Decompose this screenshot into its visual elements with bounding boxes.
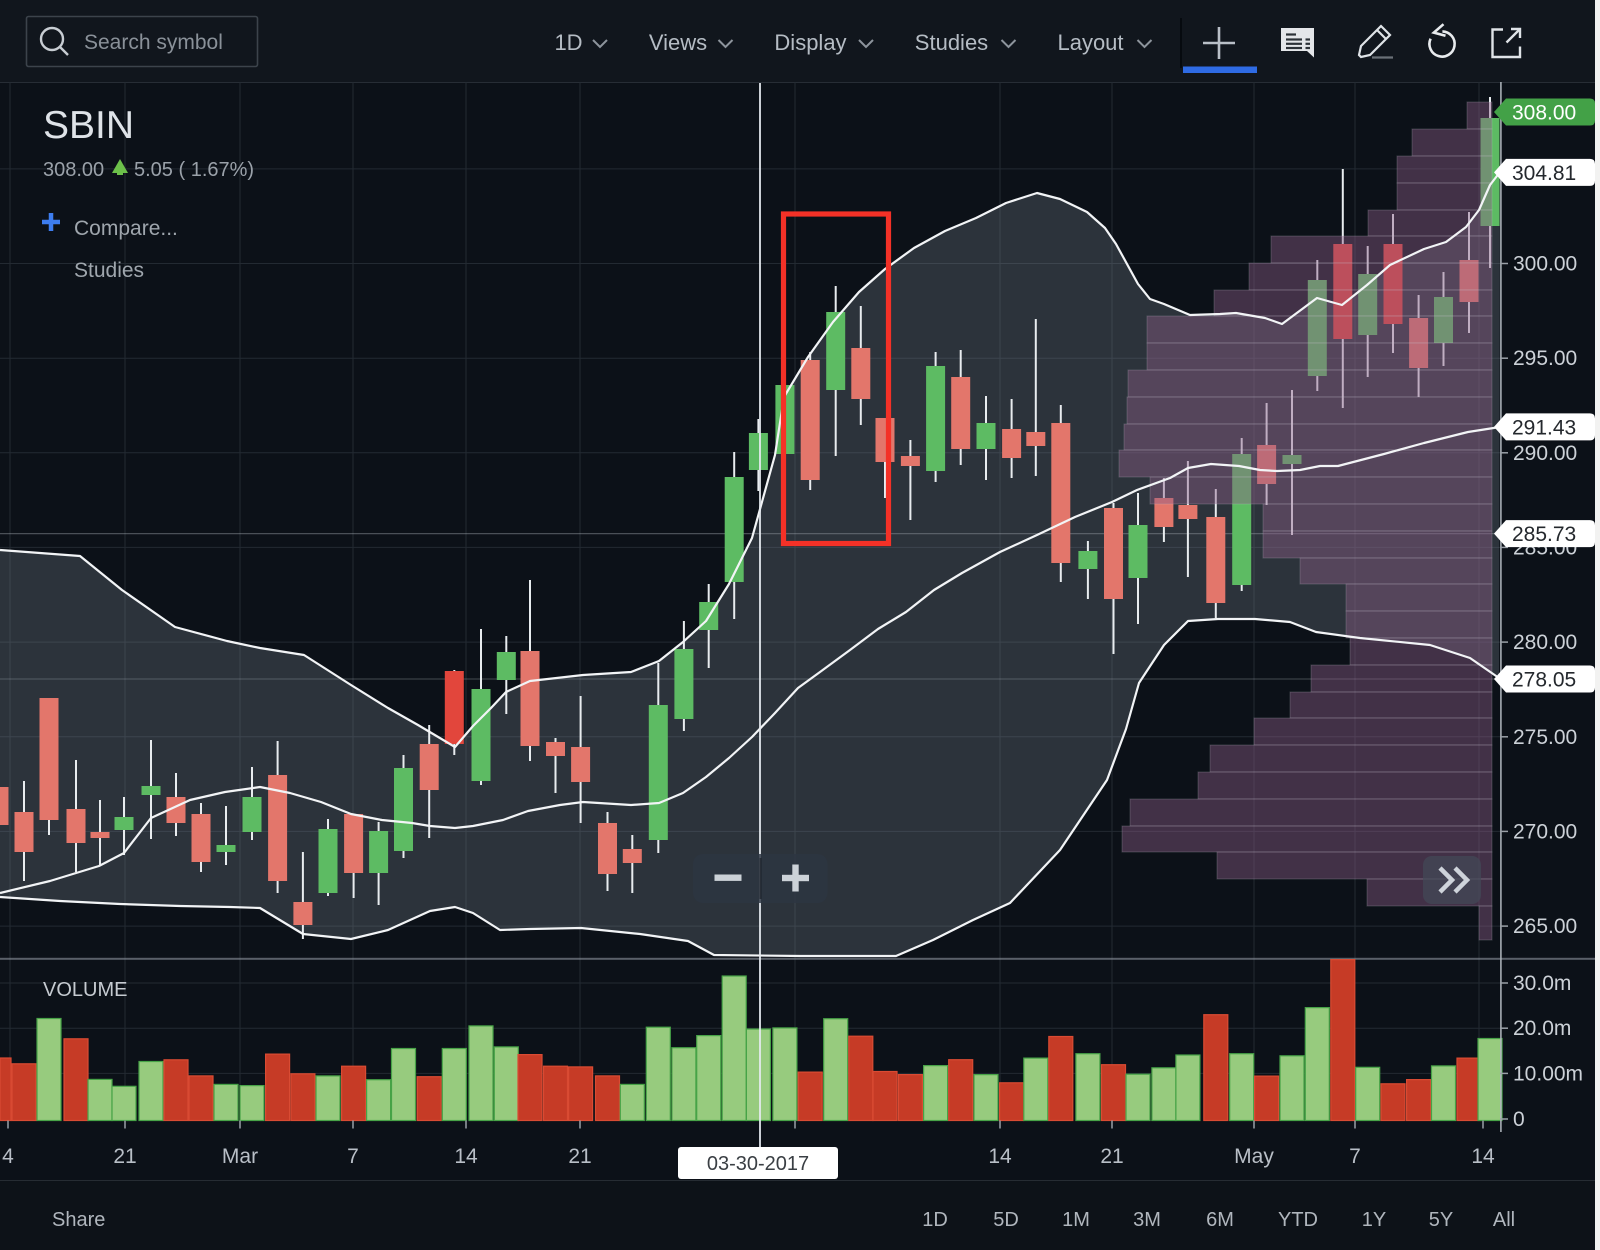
svg-text:7: 7 — [347, 1145, 359, 1168]
svg-text:Share: Share — [52, 1209, 105, 1231]
svg-text:270.00: 270.00 — [1513, 820, 1577, 843]
svg-text:300.00: 300.00 — [1513, 253, 1577, 276]
svg-text:0: 0 — [1513, 1108, 1525, 1131]
svg-text:5.05 ( 1.67%): 5.05 ( 1.67%) — [134, 159, 254, 181]
svg-text:1M: 1M — [1062, 1209, 1090, 1231]
svg-text:21: 21 — [113, 1145, 136, 1168]
svg-text:Studies: Studies — [74, 259, 144, 282]
svg-text:7: 7 — [1349, 1145, 1361, 1168]
svg-text:278.05: 278.05 — [1512, 669, 1576, 692]
svg-text:VOLUME: VOLUME — [43, 979, 127, 1001]
svg-text:1D: 1D — [554, 30, 582, 55]
svg-text:304.81: 304.81 — [1512, 162, 1576, 185]
svg-text:SBIN: SBIN — [43, 104, 134, 147]
svg-text:6M: 6M — [1206, 1209, 1234, 1231]
svg-text:5D: 5D — [993, 1209, 1019, 1231]
svg-text:Studies: Studies — [915, 30, 988, 55]
svg-text:308.00: 308.00 — [43, 159, 104, 181]
svg-text:14: 14 — [988, 1145, 1012, 1168]
svg-text:30.0m: 30.0m — [1513, 972, 1571, 995]
svg-text:291.43: 291.43 — [1512, 416, 1576, 439]
svg-text:20.0m: 20.0m — [1513, 1017, 1571, 1040]
svg-text:Display: Display — [774, 30, 846, 55]
svg-text:290.00: 290.00 — [1513, 442, 1577, 465]
svg-text:21: 21 — [568, 1145, 591, 1168]
svg-text:308.00: 308.00 — [1512, 102, 1576, 125]
svg-text:03-30-2017: 03-30-2017 — [707, 1153, 809, 1175]
svg-text:275.00: 275.00 — [1513, 726, 1577, 749]
svg-text:Mar: Mar — [222, 1145, 258, 1168]
svg-text:280.00: 280.00 — [1513, 631, 1577, 654]
svg-text:14: 14 — [454, 1145, 478, 1168]
svg-text:4: 4 — [2, 1145, 14, 1168]
svg-text:10.00m: 10.00m — [1513, 1062, 1583, 1085]
svg-text:Layout: Layout — [1057, 30, 1123, 55]
svg-text:1Y: 1Y — [1362, 1209, 1386, 1231]
svg-text:265.00: 265.00 — [1513, 915, 1577, 938]
svg-text:295.00: 295.00 — [1513, 347, 1577, 370]
svg-text:3M: 3M — [1133, 1209, 1161, 1231]
svg-text:YTD: YTD — [1278, 1209, 1318, 1231]
svg-text:Views: Views — [649, 30, 707, 55]
svg-text:5Y: 5Y — [1429, 1209, 1453, 1231]
svg-text:May: May — [1234, 1145, 1274, 1168]
svg-text:285.73: 285.73 — [1512, 523, 1576, 546]
svg-text:1D: 1D — [922, 1209, 948, 1231]
svg-text:21: 21 — [1100, 1145, 1123, 1168]
svg-text:Compare...: Compare... — [74, 217, 178, 240]
svg-text:All: All — [1493, 1209, 1515, 1231]
svg-text:Search symbol: Search symbol — [84, 31, 223, 54]
svg-text:14: 14 — [1471, 1145, 1495, 1168]
